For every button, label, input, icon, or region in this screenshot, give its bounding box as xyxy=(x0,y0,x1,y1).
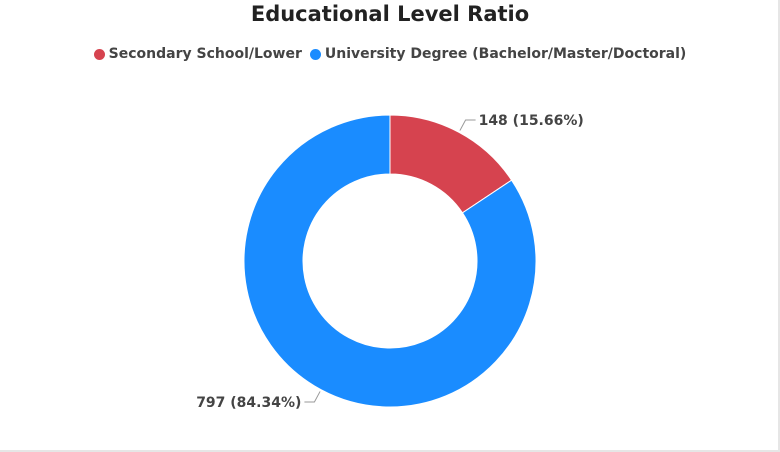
legend-dot-university xyxy=(309,48,321,60)
legend-dot-secondary xyxy=(93,48,105,60)
legend-label-secondary: Secondary School/Lower xyxy=(108,46,302,62)
data-label-1: 797 (84.34%) xyxy=(196,395,301,411)
donut-slice-1[interactable] xyxy=(243,114,537,408)
chart-title: Educational Level Ratio xyxy=(250,2,530,26)
leader-line-0 xyxy=(459,119,476,131)
legend-item-secondary[interactable]: Secondary School/Lower xyxy=(93,46,302,62)
chart-legend: Secondary School/Lower University Degree… xyxy=(0,46,780,62)
data-label-0: 148 (15.66%) xyxy=(479,113,584,129)
legend-item-university[interactable]: University Degree (Bachelor/Master/Docto… xyxy=(309,46,687,62)
leader-line-1 xyxy=(304,391,321,403)
legend-label-university: University Degree (Bachelor/Master/Docto… xyxy=(324,46,687,62)
